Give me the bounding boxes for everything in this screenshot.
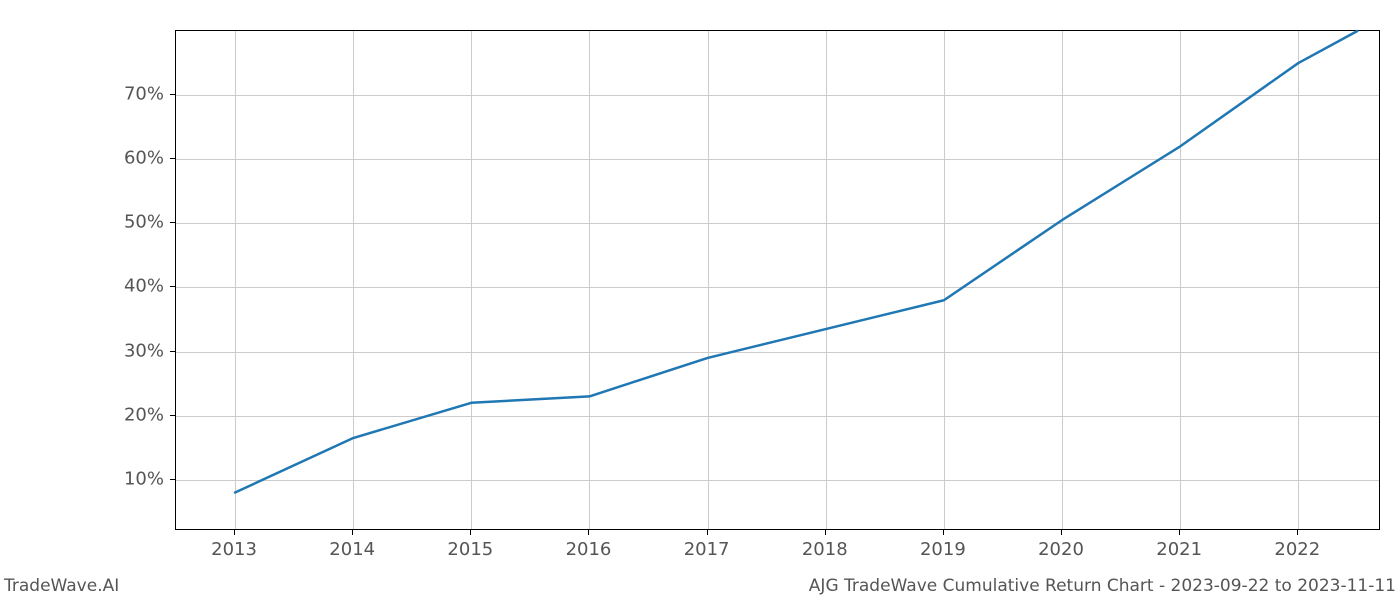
line-layer xyxy=(176,31,1381,531)
x-tick-mark xyxy=(1297,530,1298,535)
x-tick-label: 2020 xyxy=(1038,539,1084,560)
y-tick-mark xyxy=(170,286,175,287)
y-tick-mark xyxy=(170,415,175,416)
x-tick-label: 2021 xyxy=(1156,539,1202,560)
x-tick-mark xyxy=(588,530,589,535)
x-tick-label: 2013 xyxy=(211,539,257,560)
x-tick-mark xyxy=(234,530,235,535)
y-tick-mark xyxy=(170,351,175,352)
y-tick-label: 10% xyxy=(124,468,164,489)
x-tick-label: 2018 xyxy=(802,539,848,560)
y-tick-mark xyxy=(170,94,175,95)
y-tick-mark xyxy=(170,158,175,159)
y-tick-label: 30% xyxy=(124,340,164,361)
y-tick-mark xyxy=(170,479,175,480)
x-tick-label: 2017 xyxy=(684,539,730,560)
x-tick-label: 2014 xyxy=(329,539,375,560)
x-tick-label: 2019 xyxy=(920,539,966,560)
x-tick-mark xyxy=(707,530,708,535)
x-tick-mark xyxy=(825,530,826,535)
plot-area xyxy=(175,30,1380,530)
x-tick-mark xyxy=(1061,530,1062,535)
x-tick-mark xyxy=(1179,530,1180,535)
y-tick-label: 70% xyxy=(124,84,164,105)
x-tick-label: 2015 xyxy=(447,539,493,560)
y-tick-label: 40% xyxy=(124,276,164,297)
x-tick-label: 2016 xyxy=(566,539,612,560)
footer-brand: TradeWave.AI xyxy=(4,576,119,596)
y-tick-label: 60% xyxy=(124,148,164,169)
y-tick-mark xyxy=(170,222,175,223)
x-tick-mark xyxy=(943,530,944,535)
y-tick-label: 50% xyxy=(124,212,164,233)
x-tick-label: 2022 xyxy=(1274,539,1320,560)
y-tick-label: 20% xyxy=(124,404,164,425)
x-tick-mark xyxy=(470,530,471,535)
footer-caption: AJG TradeWave Cumulative Return Chart - … xyxy=(809,576,1396,596)
cumulative-return-line xyxy=(235,31,1357,493)
x-tick-mark xyxy=(352,530,353,535)
return-chart: 2013 2014 2015 2016 2017 2018 2019 2020 2021 2022… xyxy=(0,0,1400,600)
